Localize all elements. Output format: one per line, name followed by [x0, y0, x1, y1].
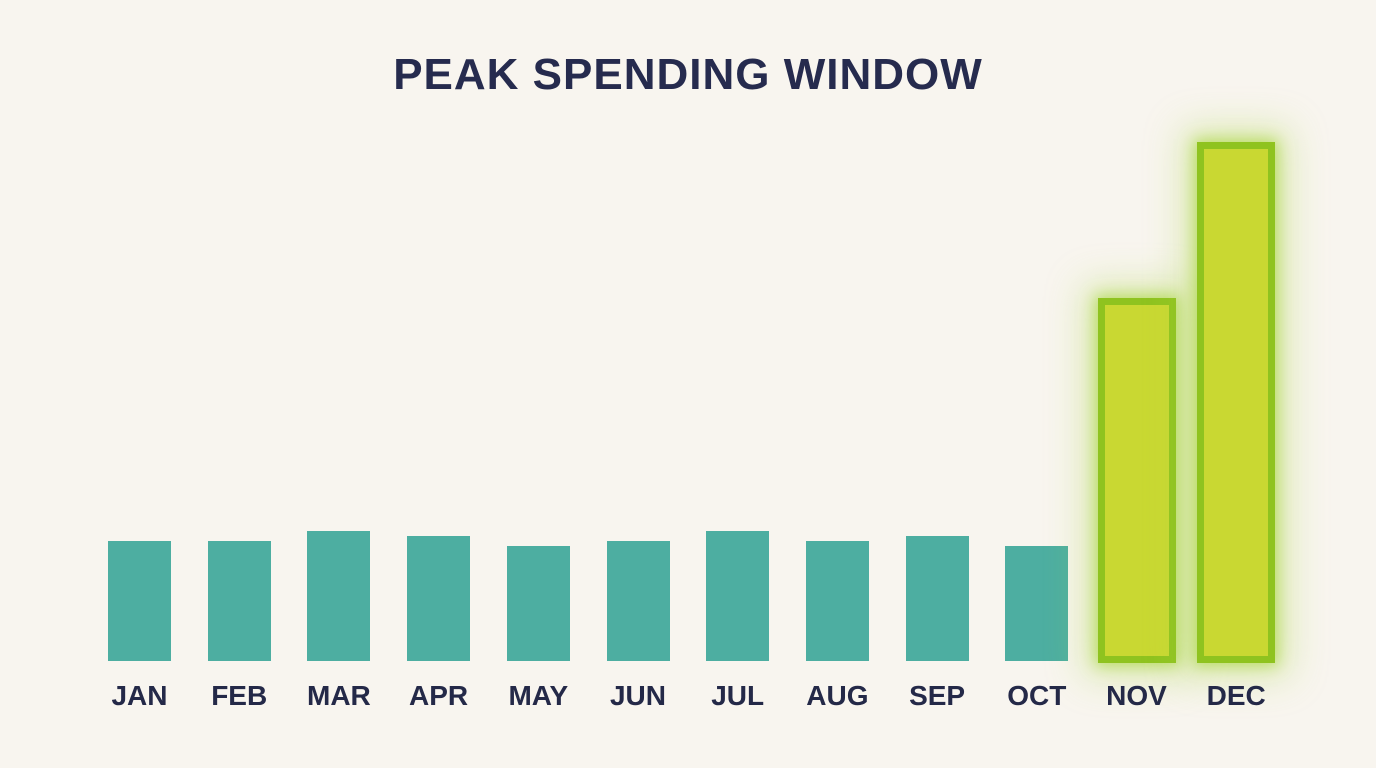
bar-mar — [307, 531, 371, 661]
bar-jul — [706, 531, 770, 661]
axis-label-apr: APR — [409, 680, 469, 711]
bar-dec — [1197, 142, 1276, 663]
axis-label-feb: FEB — [211, 680, 268, 711]
bar-may — [506, 546, 570, 661]
axis-label-jan: JAN — [111, 680, 168, 711]
bar-apr — [407, 536, 471, 661]
axis-label-aug: AUG — [806, 680, 869, 711]
bar-feb — [207, 541, 271, 661]
bar-aug — [805, 541, 869, 661]
axis-label-sep: SEP — [909, 680, 966, 711]
axis-label-mar: MAR — [307, 680, 371, 711]
bar-jan — [108, 541, 171, 661]
bar-nov — [1097, 298, 1176, 663]
bar-sep — [905, 536, 969, 661]
axis-label-nov: NOV — [1106, 680, 1167, 711]
axis-label-jul: JUL — [711, 680, 765, 711]
bar-jun — [606, 541, 670, 661]
chart-title: PEAK SPENDING WINDOW — [393, 50, 983, 99]
axis-label-dec: DEC — [1206, 680, 1266, 711]
axis-label-oct: OCT — [1007, 680, 1067, 711]
bar-oct — [1005, 546, 1069, 661]
axis-label-jun: JUN — [609, 680, 666, 711]
axis-label-may: MAY — [508, 680, 569, 711]
